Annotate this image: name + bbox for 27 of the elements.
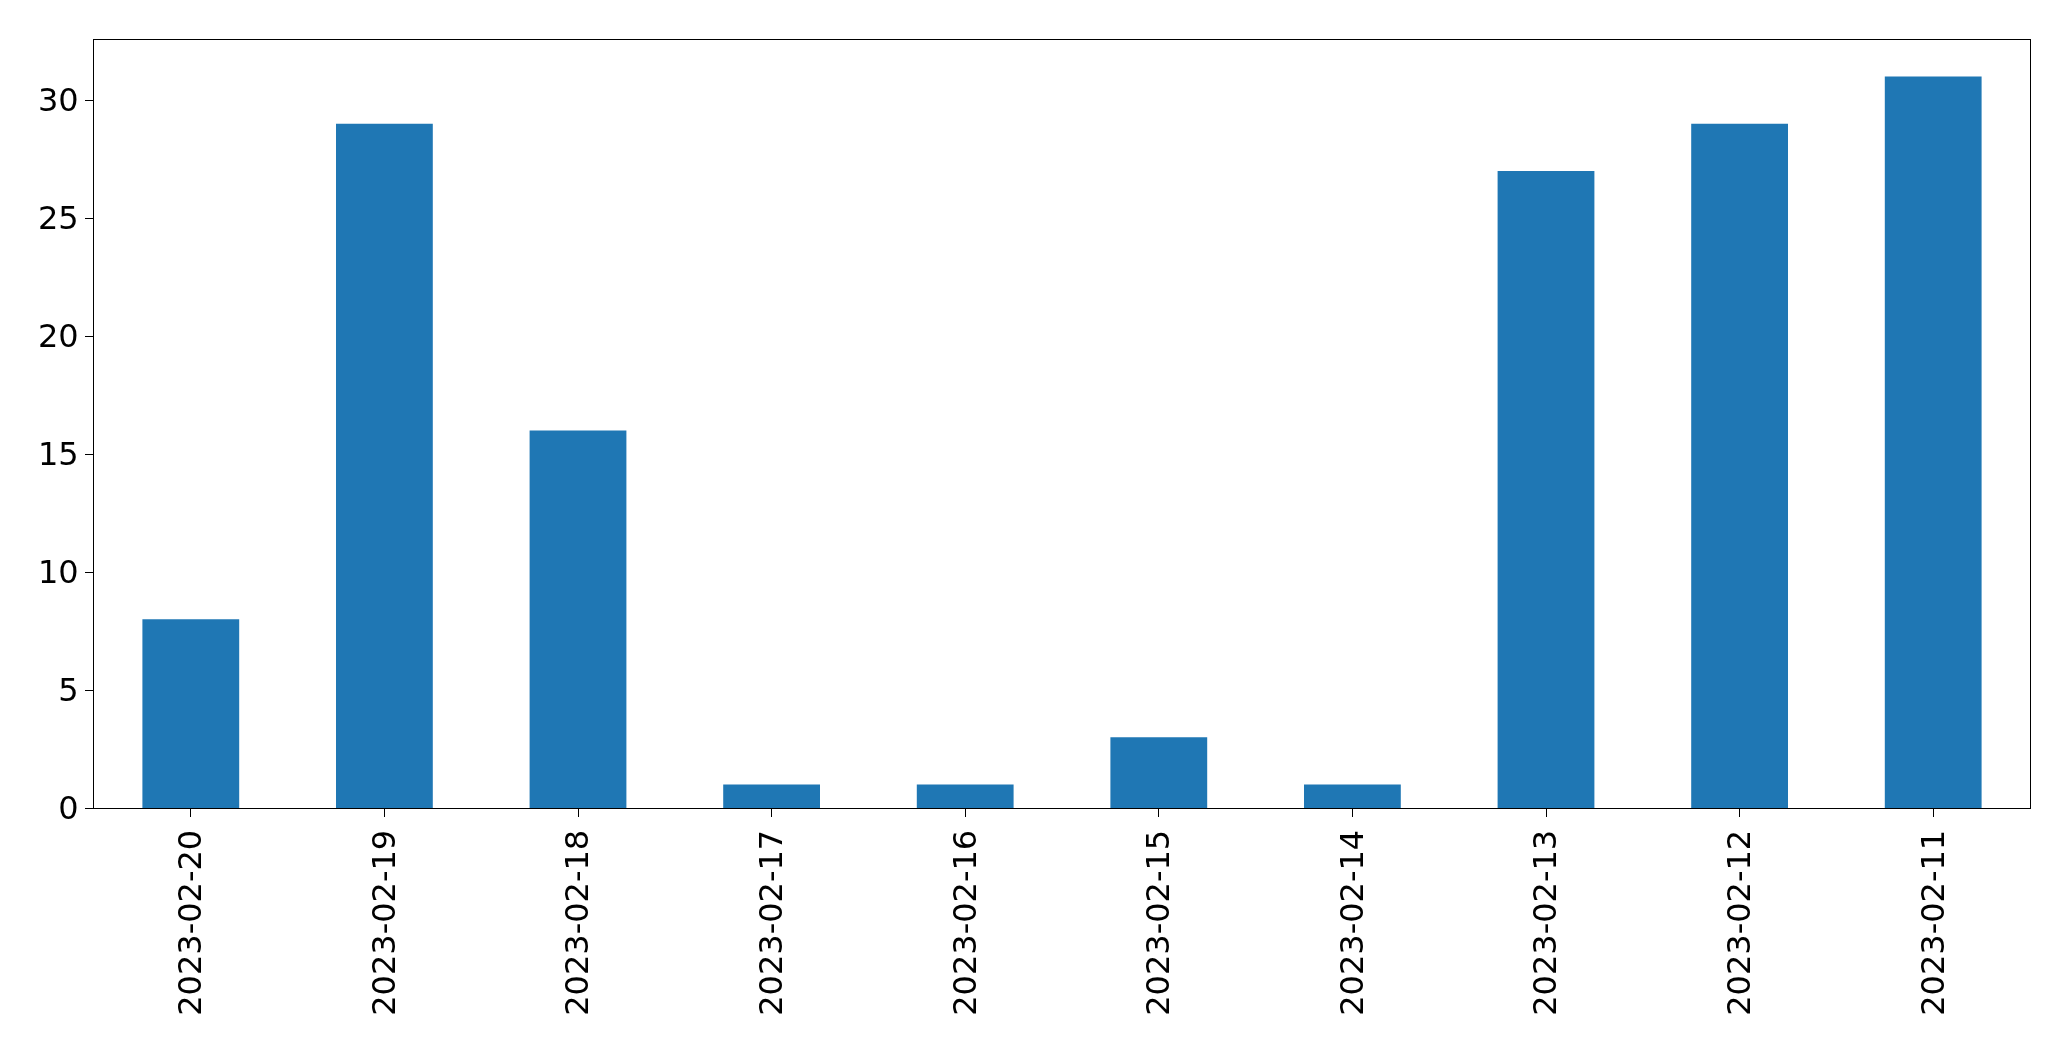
bar	[916, 784, 1014, 808]
x-tick-label: 2023-02-17	[752, 829, 790, 1016]
x-tick-label: 2023-02-14	[1332, 829, 1371, 1016]
bar	[142, 619, 240, 808]
bar	[1110, 737, 1208, 808]
y-tick-label: 25	[37, 199, 79, 238]
x-tick-label: 2023-02-19	[364, 829, 403, 1016]
bar	[1497, 170, 1595, 808]
x-tick-label: 2023-02-18	[558, 829, 597, 1016]
bar	[529, 430, 627, 808]
y-tick-label: 15	[37, 435, 79, 474]
y-tick-label: 20	[37, 317, 79, 356]
bar	[336, 123, 433, 808]
x-tick-label: 2023-02-20	[171, 829, 210, 1016]
x-tick-label: 2023-02-16	[945, 829, 984, 1016]
x-tick-label: 2023-02-13	[1526, 829, 1565, 1016]
bar	[723, 784, 820, 808]
x-tick-label: 2023-02-12	[1720, 829, 1758, 1016]
y-tick-label: 5	[58, 671, 79, 710]
bar	[1304, 784, 1401, 808]
x-tick-label: 2023-02-11	[1913, 829, 1952, 1016]
y-tick-label: 10	[37, 553, 79, 592]
bar	[1884, 76, 1982, 808]
x-tick-label: 2023-02-15	[1139, 829, 1178, 1016]
y-tick-label: 30	[37, 81, 79, 120]
y-tick-label: 0	[58, 789, 79, 828]
bar	[1691, 123, 1788, 808]
